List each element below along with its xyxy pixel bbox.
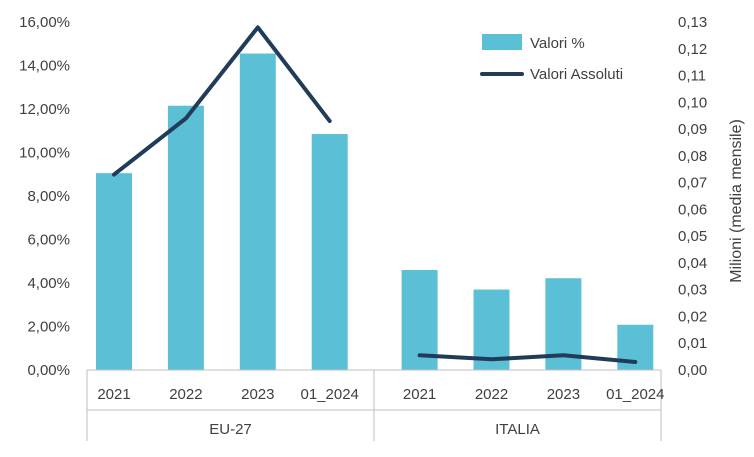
y-left-tick-label: 8,00%	[27, 188, 70, 205]
y-left-tick-label: 2,00%	[27, 319, 70, 336]
y-right-tick-label: 0,06	[678, 201, 707, 218]
x-tick-label: 01_2024	[606, 386, 664, 403]
x-tick-label: 2022	[475, 386, 508, 403]
legend-swatch-valori-pct	[482, 34, 522, 50]
y-right-tick-label: 0,07	[678, 175, 707, 192]
y-left-tick-label: 16,00%	[19, 14, 70, 31]
x-tick-label: 01_2024	[300, 386, 358, 403]
line-valori-assoluti	[112, 25, 332, 177]
line-valori-assoluti	[417, 353, 638, 364]
bar-valori-pct	[239, 53, 276, 370]
bar-valori-pct	[473, 289, 510, 370]
bar-valori-pct	[167, 105, 204, 371]
y-left-tick-label: 12,00%	[19, 101, 70, 118]
y-right-tick-label: 0,09	[678, 121, 707, 138]
y-right-tick-label: 0,02	[678, 308, 707, 325]
bar-valori-pct	[96, 173, 132, 370]
y-left-tick-label: 4,00%	[27, 275, 70, 292]
y-right-tick-label: 0,08	[678, 148, 707, 165]
y-left-tick-label: 6,00%	[27, 232, 70, 249]
x-tick-label: 2023	[241, 386, 274, 403]
x-group-label: EU-27	[209, 421, 252, 438]
x-tick-label: 2021	[97, 386, 130, 403]
y-left-tick-label: 14,00%	[19, 58, 70, 75]
y-left-tick-label: 0,00%	[27, 362, 70, 379]
y-right-tick-label: 0,01	[678, 335, 707, 352]
y-right-axis-title: Milioni (media mensile)	[728, 119, 745, 283]
y-right-tick-label: 0,10	[678, 94, 707, 111]
legend-label-valori-assoluti: Valori Assoluti	[530, 66, 623, 83]
y-right-tick-label: 0,04	[678, 255, 707, 272]
x-group-label: ITALIA	[495, 421, 540, 438]
y-right-tick-label: 0,03	[678, 282, 707, 299]
bar-valori-pct	[311, 134, 348, 370]
x-tick-label: 2023	[547, 386, 580, 403]
y-left-tick-label: 10,00%	[19, 145, 70, 162]
x-tick-label: 2022	[169, 386, 202, 403]
x-tick-label: 2021	[403, 386, 436, 403]
y-right-tick-label: 0,05	[678, 228, 707, 245]
y-right-tick-label: 0,13	[678, 14, 707, 31]
y-right-tick-label: 0,11	[678, 68, 706, 85]
y-right-tick-label: 0,00	[678, 362, 707, 379]
legend-label-valori-pct: Valori %	[530, 35, 585, 52]
y-right-tick-label: 0,12	[678, 41, 707, 58]
